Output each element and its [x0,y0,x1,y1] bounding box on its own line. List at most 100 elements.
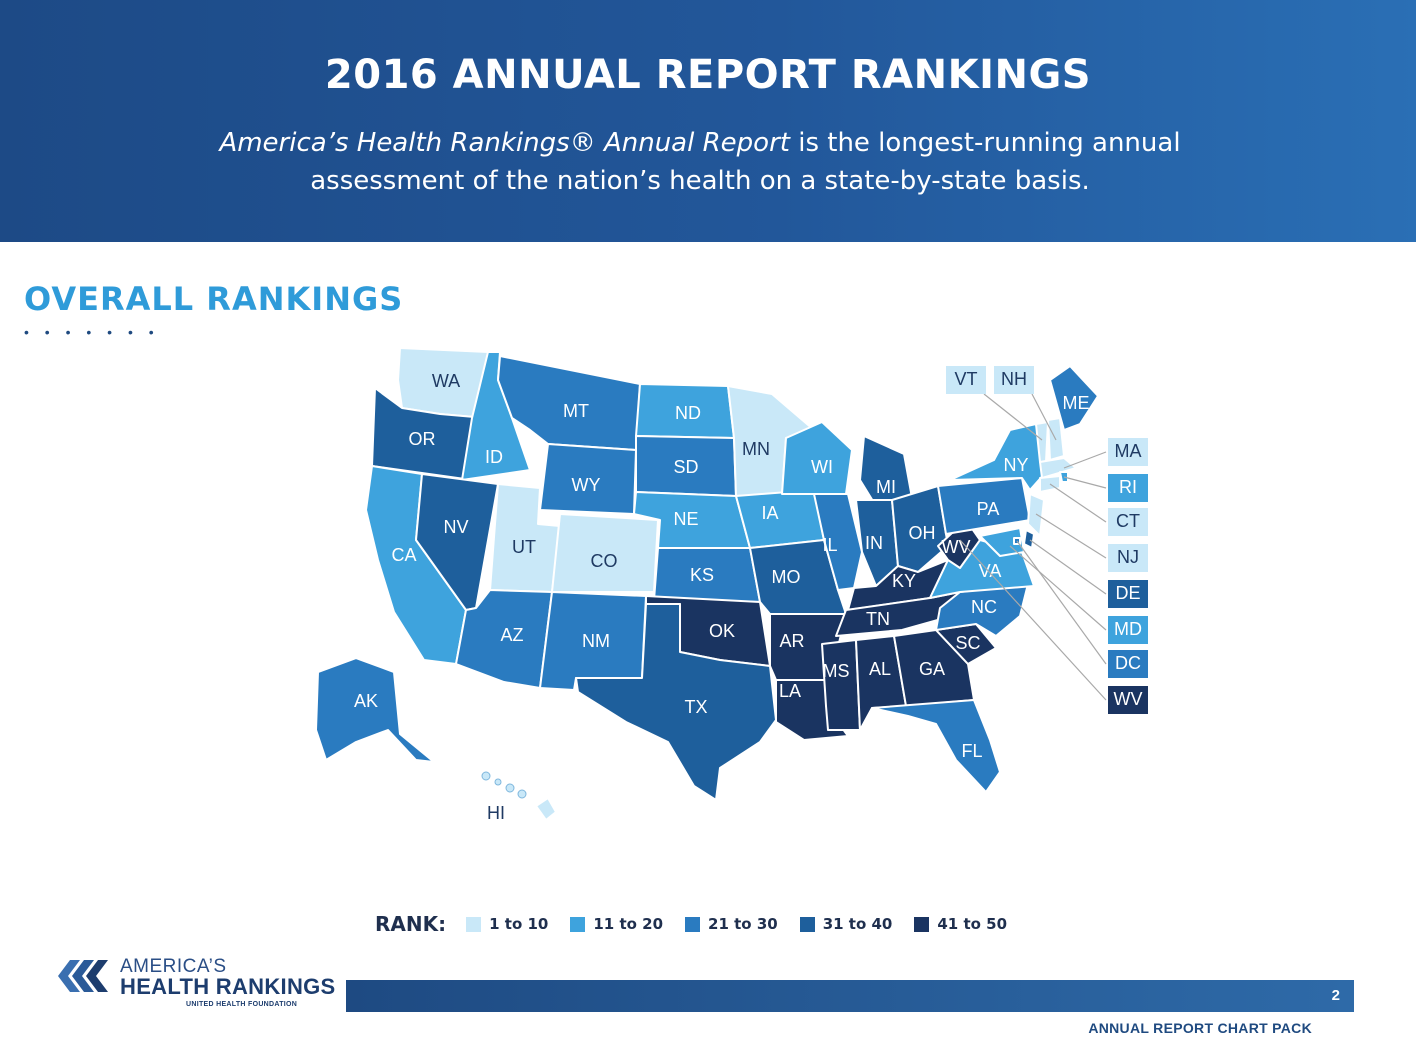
state-label-mi: MI [876,477,896,497]
state-label-or: OR [409,429,436,449]
state-label-la: LA [779,681,801,701]
legend-label: 31 to 40 [822,915,893,933]
state-label-ut: UT [512,537,536,557]
legend-item-11to20: 11 to 20 [570,915,663,933]
us-rankings-map: WA OR CA ID NV UT AZ MT WY CO NM ND SD NE KS OK TX MN IA MO… [315,347,1148,823]
callout-line-nh [1031,393,1057,441]
callout-label-dc: DC [1115,653,1141,673]
state-label-ia: IA [761,503,778,523]
legend-label: 1 to 10 [489,915,549,933]
legend-swatch [685,916,701,932]
hawaii-island [505,783,515,793]
state-label-wy: WY [572,475,601,495]
logo-text-top: AMERICA’S [120,956,227,977]
callout-line-de [1029,539,1107,595]
state-label-tn: TN [866,609,890,629]
state-shape-me [1049,365,1099,431]
state-label-az: AZ [500,625,523,645]
callout-line-dc [1016,540,1107,665]
state-label-al: AL [869,659,891,679]
callout-line-vt [983,393,1043,441]
logo-text-main: HEALTH RANKINGS [120,974,336,999]
legend-item-31to40: 31 to 40 [799,915,893,933]
state-label-fl: FL [961,741,982,761]
state-label-mo: MO [772,567,801,587]
logo-text-sub: UNITED HEALTH FOUNDATION [186,1001,298,1008]
state-label-ne: NE [673,509,698,529]
state-shape-ia [735,489,825,549]
state-label-mt: MT [563,401,589,421]
callout-label-wv: WV [1114,689,1143,709]
callout-label-ri: RI [1119,477,1137,497]
state-label-wv: WV [942,537,971,557]
state-label-ar: AR [779,631,804,651]
callout-label-de: DE [1115,583,1140,603]
legend-swatch [799,916,815,932]
state-label-sd: SD [673,457,698,477]
legend-item-21to30: 21 to 30 [685,915,778,933]
state-shape-ga [893,629,975,707]
state-label-me: ME [1063,393,1090,413]
state-label-sc: SC [955,633,980,653]
callout-label-nj: NJ [1117,547,1139,567]
footer-bar: 2 [346,980,1354,1012]
rank-legend: RANK: 1 to 10 11 to 20 21 to 30 31 to 40… [375,912,1029,936]
callout-box-nj [1108,544,1148,572]
legend-item-1to10: 1 to 10 [466,915,548,933]
state-label-va: VA [979,561,1002,581]
section-dots: • • • • • • • [24,324,160,340]
state-label-id: ID [485,447,503,467]
state-label-hi: HI [487,803,505,823]
state-shape-ak [315,657,435,763]
subtitle-description: is the longest-running annual assessment… [310,128,1181,196]
legend-swatch [914,916,930,932]
americas-health-rankings-logo: AMERICA’S HEALTH RANKINGS UNITED HEALTH … [58,950,338,1014]
state-label-wi: WI [811,457,833,477]
state-shape-tx [575,603,777,801]
callout-label-ct: CT [1116,511,1140,531]
state-label-wa: WA [432,371,460,391]
callout-line-ct [1049,483,1107,523]
logo-chevron-icon [58,960,108,992]
callout-line-ma [1063,451,1107,469]
state-label-ny: NY [1003,455,1028,475]
callout-box-de [1108,580,1148,608]
hawaii-island [481,771,491,781]
page-title: 2016 ANNUAL REPORT RANKINGS [324,52,1092,98]
subtitle-report-name: America’s Health Rankings® Annual Report [219,128,790,158]
state-label-nv: NV [443,517,468,537]
callout-box-nh [994,366,1034,394]
state-label-nc: NC [971,597,997,617]
legend-swatch [570,916,586,932]
callout-line-md [1009,545,1107,631]
page-subtitle: America’s Health Rankings® Annual Report… [150,124,1250,200]
hawaii-island [517,789,527,799]
callout-label-nh: NH [1001,369,1027,389]
callout-line-wv [959,539,1107,701]
state-label-pa: PA [977,499,1000,519]
legend-label: 41 to 50 [937,915,1008,933]
state-label-mn: MN [742,439,770,459]
legend-title: RANK: [375,912,447,936]
state-shape-oh [891,485,949,573]
state-shape-ma [1039,457,1077,479]
callout-box-md [1108,616,1148,644]
callout-label-md: MD [1114,619,1142,639]
state-shape-nj [1027,493,1045,537]
callout-box-dc [1108,650,1148,678]
legend-label: 21 to 30 [708,915,778,933]
callout-box-ct [1108,508,1148,536]
legend-label: 11 to 20 [593,915,664,933]
callout-box-ma [1108,438,1148,466]
state-label-oh: OH [909,523,936,543]
state-label-ks: KS [690,565,714,585]
callout-line-nj [1035,513,1107,559]
section-title: OVERALL RANKINGS [24,280,404,318]
state-label-ca: CA [391,545,416,565]
callout-line-ri [1063,476,1107,489]
callout-box-vt [946,366,986,394]
state-label-ms: MS [823,661,850,681]
state-shape-ms [821,639,861,731]
state-shape-de [1023,529,1035,549]
state-shape-fl [871,699,1001,793]
